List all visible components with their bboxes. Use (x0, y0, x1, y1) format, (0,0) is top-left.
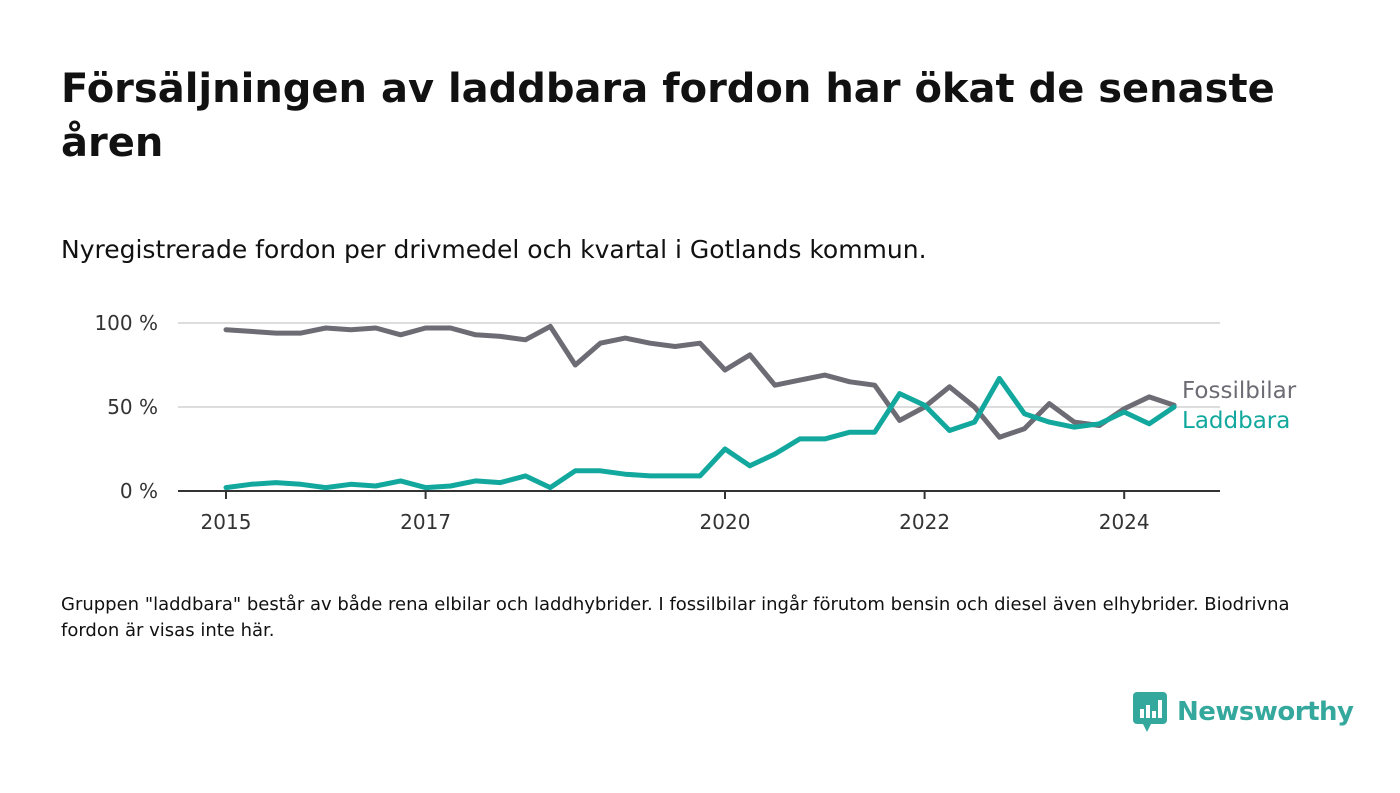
x-tick-label: 2015 (201, 510, 252, 534)
newsworthy-logo-text: Newsworthy (1177, 697, 1354, 727)
newsworthy-bar-chart-icon (1133, 692, 1167, 732)
footnote: Gruppen "laddbara" består av både rena e… (61, 594, 1290, 641)
x-tick-label: 2024 (1099, 510, 1150, 534)
x-axis-ticks: 2015 2017 2020 2022 2024 (201, 491, 1150, 534)
series-label-fossilbilar: Fossilbilar (1182, 378, 1297, 404)
y-tick-label: 50 % (107, 395, 158, 419)
series-labels: Fossilbilar Laddbara (1182, 378, 1297, 434)
y-tick-label: 100 % (94, 311, 158, 335)
chart-subtitle: Nyregistrerade fordon per drivmedel och … (61, 235, 927, 264)
x-tick-label: 2022 (899, 510, 950, 534)
series-line-fossilbilar (223, 323, 1177, 440)
newsworthy-logo[interactable]: Newsworthy (1133, 692, 1354, 732)
series-line-laddbara (223, 375, 1177, 491)
y-tick-label: 0 % (120, 479, 158, 503)
series-lines (223, 323, 1177, 491)
line-chart: 0 % 50 % 100 % 2015 2017 2020 2022 2024 Fossil… (94, 311, 1297, 534)
chart-title: Försäljningen av laddbara fordon har öka… (61, 66, 1275, 166)
gridlines (178, 322, 1220, 492)
x-tick-label: 2017 (400, 510, 451, 534)
series-label-laddbara: Laddbara (1182, 408, 1290, 434)
y-axis-ticks: 0 % 50 % 100 % (94, 311, 158, 503)
x-tick-label: 2020 (700, 510, 751, 534)
